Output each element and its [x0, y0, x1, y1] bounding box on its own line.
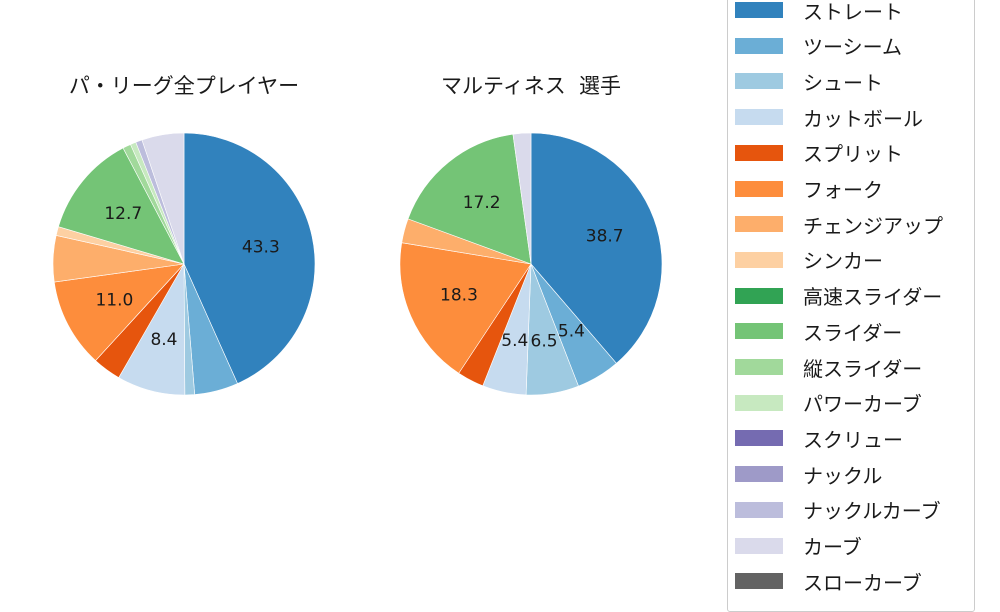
legend-item: パワーカーブ [735, 392, 922, 416]
legend-item: スプリット [735, 142, 903, 166]
pie-slice [399, 242, 532, 374]
legend-label: 高速スライダー [803, 285, 943, 310]
slice-value-label: 11.0 [95, 291, 133, 311]
legend-swatch [735, 394, 783, 411]
slice-value-label: 5.4 [558, 321, 585, 341]
legend-swatch [735, 109, 783, 126]
legend-item: 縦スライダー [735, 357, 922, 381]
legend-label: スローカーブ [803, 570, 922, 595]
legend-label: ツーシーム [803, 35, 902, 60]
slice-value-label: 5.4 [501, 331, 528, 351]
legend-swatch [735, 287, 783, 304]
legend-swatch [735, 144, 783, 161]
legend-item: スクリュー [735, 428, 903, 452]
legend-label: スプリット [803, 142, 903, 167]
legend-swatch [735, 501, 783, 518]
legend-item: ツーシーム [735, 35, 902, 59]
legend-label: スライダー [803, 320, 903, 345]
legend-swatch [735, 359, 783, 375]
legend-label: ナックルカーブ [803, 499, 941, 524]
legend-label: ストレート [803, 0, 903, 24]
legend-swatch [735, 430, 783, 447]
legend-item: シンカー [735, 249, 883, 273]
right-pie: 38.7 5.46.55.4 18.3 17.2 [399, 132, 663, 396]
legend-label: シンカー [803, 249, 883, 274]
legend-label: ナックル [803, 463, 883, 488]
left-pie: 43.3 8.4 11.0 12.7 [52, 132, 316, 396]
legend-item: カットボール [735, 107, 923, 131]
legend-swatch [735, 323, 783, 340]
slice-value-label: 8.4 [150, 330, 177, 350]
legend-item: ストレート [735, 0, 903, 24]
legend-item: スローカーブ [735, 571, 922, 595]
legend-item: ナックルカーブ [735, 499, 941, 523]
legend-swatch [735, 180, 783, 197]
left-chart-title: パ・リーグ全プレイヤー [68, 74, 300, 98]
legend-item: 高速スライダー [735, 285, 942, 309]
legend-swatch [735, 73, 783, 90]
slice-value-label: 38.7 [586, 227, 624, 247]
slice-value-label: 12.7 [104, 204, 142, 224]
pie-slice [58, 147, 185, 265]
legend-item: フォーク [735, 178, 883, 202]
legend-swatch [735, 251, 783, 268]
legend-item: カーブ [735, 535, 862, 559]
legend-swatch [735, 466, 783, 483]
legend-swatch [735, 37, 783, 54]
pie-slice [141, 132, 185, 265]
pie-slice [183, 132, 316, 384]
legend-label: チェンジアップ [803, 213, 943, 238]
legend-item: シュート [735, 71, 883, 95]
legend-swatch [735, 216, 783, 233]
legend-item: チェンジアップ [735, 214, 943, 238]
legend-label: カットボール [803, 106, 923, 131]
slice-value-label: 17.2 [463, 193, 501, 213]
legend-label: シュート [803, 70, 883, 95]
legend-swatch [735, 537, 783, 554]
legend-label: カーブ [803, 535, 862, 559]
pie-slice [530, 132, 663, 364]
legend-label: 縦スライダー [803, 356, 923, 381]
legend-label: パワーカーブ [803, 392, 922, 417]
legend-swatch [735, 2, 783, 18]
pie-slice [53, 263, 185, 362]
slice-value-label: 43.3 [242, 238, 280, 258]
legend-item: ナックル [735, 464, 882, 488]
pie-charts: 43.3 8.4 11.0 12.7 38.7 5.46.55.4 18.3 17.2 [52, 132, 663, 396]
pie-slice [407, 133, 532, 265]
right-chart-title: マルティネス 選手 [440, 74, 622, 98]
legend-item: スライダー [735, 321, 902, 345]
legend: ストレートツーシームシュートカットボール スプリットフォークチェンジアップ シンカー… [727, 0, 975, 612]
pie-slice [512, 132, 532, 265]
legend-label: スクリュー [803, 427, 903, 452]
legend-label: フォーク [803, 178, 883, 202]
slice-value-label: 18.3 [440, 285, 478, 305]
slice-value-label: 6.5 [531, 332, 558, 352]
legend-swatch [735, 573, 783, 590]
